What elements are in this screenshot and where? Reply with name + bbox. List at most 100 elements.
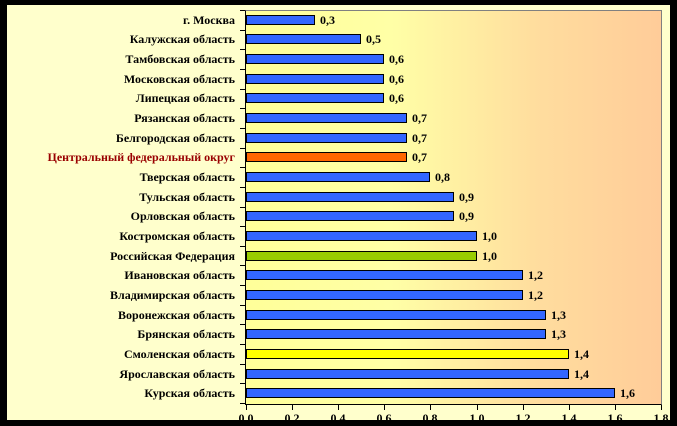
value-label: 0,7 xyxy=(412,111,427,125)
value-label: 1,0 xyxy=(482,249,497,263)
y-axis-tick xyxy=(240,383,245,384)
category-label: Центральный федеральный округ xyxy=(47,150,235,164)
bar xyxy=(246,15,315,25)
category-label: Костромская область xyxy=(119,229,235,243)
bar xyxy=(246,329,546,339)
x-axis-tick xyxy=(246,405,247,410)
bar xyxy=(246,211,454,221)
category-label: Белгородская область xyxy=(115,131,235,145)
x-axis-tick xyxy=(384,405,385,410)
y-axis-tick xyxy=(240,305,245,306)
bar xyxy=(246,231,477,241)
x-axis-tick xyxy=(523,405,524,410)
y-axis-tick xyxy=(240,49,245,50)
category-label: Тверская область xyxy=(139,170,235,184)
bar xyxy=(246,152,407,162)
bar xyxy=(246,310,546,320)
value-label: 0,6 xyxy=(389,72,404,86)
value-label: 1,3 xyxy=(551,308,566,322)
x-axis-tick-label: 1,2 xyxy=(515,411,531,425)
category-label: Владимирская область xyxy=(109,288,235,302)
category-label: Смоленская область xyxy=(123,347,235,361)
y-axis-tick xyxy=(240,324,245,325)
bar xyxy=(246,113,407,123)
y-axis-tick xyxy=(240,246,245,247)
y-axis-tick xyxy=(240,207,245,208)
x-axis-tick-label: 0,0 xyxy=(238,411,254,425)
value-label: 1,3 xyxy=(551,327,566,341)
value-label: 0,9 xyxy=(459,190,474,204)
x-axis-tick-label: 0,8 xyxy=(422,411,438,425)
bar xyxy=(246,133,407,143)
value-label: 0,6 xyxy=(389,52,404,66)
y-axis-tick xyxy=(240,344,245,345)
plot-area xyxy=(245,10,662,405)
bar xyxy=(246,369,569,379)
x-axis-tick-label: 1,4 xyxy=(561,411,577,425)
value-label: 1,4 xyxy=(574,347,589,361)
x-axis-tick xyxy=(477,405,478,410)
value-label: 0,9 xyxy=(459,209,474,223)
category-label: Липецкая область xyxy=(135,91,235,105)
category-label: г. Москва xyxy=(183,13,235,27)
y-axis-tick xyxy=(240,285,245,286)
bar xyxy=(246,388,615,398)
x-axis-tick xyxy=(569,405,570,410)
value-label: 1,2 xyxy=(528,288,543,302)
bar xyxy=(246,192,454,202)
x-axis-tick-label: 1,8 xyxy=(653,411,669,425)
y-axis-tick xyxy=(240,10,245,11)
category-label: Тамбовская область xyxy=(125,52,235,66)
y-axis-tick xyxy=(240,364,245,365)
x-axis-tick xyxy=(430,405,431,410)
y-axis-tick xyxy=(240,128,245,129)
value-label: 0,7 xyxy=(412,150,427,164)
y-axis-tick xyxy=(240,69,245,70)
bar xyxy=(246,74,384,84)
category-label: Российская Федерация xyxy=(110,249,235,263)
value-label: 1,4 xyxy=(574,367,589,381)
bar xyxy=(246,290,523,300)
category-label: Калужская область xyxy=(129,32,235,46)
category-label: Брянская область xyxy=(137,327,235,341)
x-axis-tick-label: 0,6 xyxy=(376,411,392,425)
bar xyxy=(246,93,384,103)
bar xyxy=(246,34,361,44)
value-label: 0,8 xyxy=(435,170,450,184)
category-label: Тульская область xyxy=(139,190,235,204)
bar xyxy=(246,251,477,261)
value-label: 1,6 xyxy=(620,386,635,400)
y-axis-tick xyxy=(240,403,245,404)
x-axis-tick xyxy=(661,405,662,410)
category-label: Орловская область xyxy=(130,209,235,223)
x-axis-tick xyxy=(338,405,339,410)
bar xyxy=(246,270,523,280)
category-label: Ярославская область xyxy=(119,367,235,381)
x-axis-tick-label: 0,2 xyxy=(284,411,300,425)
x-axis-tick-label: 1,6 xyxy=(607,411,623,425)
value-label: 0,5 xyxy=(366,32,381,46)
chart-canvas: г. Москва 0,3 Калужская область 0,5 Тамбовск… xyxy=(7,5,670,425)
y-axis-tick xyxy=(240,187,245,188)
y-axis-tick xyxy=(240,226,245,227)
category-label: Ивановская область xyxy=(124,268,235,282)
y-axis-tick xyxy=(240,265,245,266)
value-label: 1,2 xyxy=(528,268,543,282)
y-axis-tick xyxy=(240,167,245,168)
category-label: Московская область xyxy=(123,72,235,86)
y-axis-tick xyxy=(240,89,245,90)
value-label: 0,6 xyxy=(389,91,404,105)
category-label: Курская область xyxy=(144,386,235,400)
x-axis-tick xyxy=(615,405,616,410)
x-axis-tick-label: 1,0 xyxy=(469,411,485,425)
category-label: Рязанская область xyxy=(134,111,235,125)
bar xyxy=(246,54,384,64)
bar xyxy=(246,172,430,182)
x-axis-tick-label: 0,4 xyxy=(330,411,346,425)
y-axis-tick xyxy=(240,108,245,109)
category-label: Воронежская область xyxy=(118,308,235,322)
x-axis-tick xyxy=(292,405,293,410)
y-axis-tick xyxy=(240,148,245,149)
bar xyxy=(246,349,569,359)
